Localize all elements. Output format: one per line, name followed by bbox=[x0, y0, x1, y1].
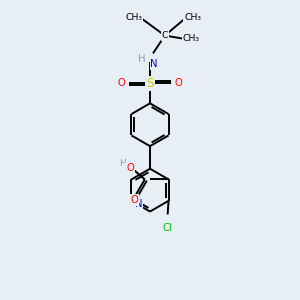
Text: CH₃: CH₃ bbox=[184, 13, 201, 22]
Text: O: O bbox=[118, 78, 126, 88]
Text: CH₃: CH₃ bbox=[126, 13, 143, 22]
Text: C: C bbox=[162, 31, 168, 40]
Text: H: H bbox=[120, 159, 127, 168]
Text: O: O bbox=[130, 195, 138, 205]
Text: O: O bbox=[174, 78, 182, 88]
Text: Cl: Cl bbox=[162, 223, 172, 232]
Text: S: S bbox=[146, 76, 154, 90]
Text: H: H bbox=[138, 54, 146, 64]
Text: N: N bbox=[150, 59, 158, 69]
Text: CH₃: CH₃ bbox=[182, 34, 200, 43]
Text: N: N bbox=[135, 200, 142, 209]
Text: O: O bbox=[126, 163, 134, 172]
